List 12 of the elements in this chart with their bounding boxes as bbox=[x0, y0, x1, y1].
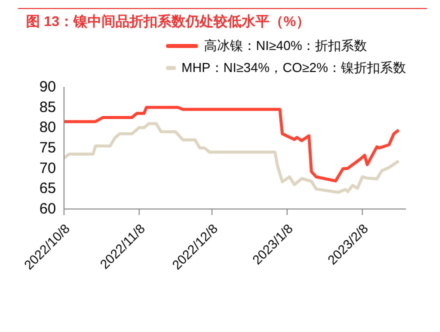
chart-title: 图 13：镍中间品折扣系数仍处较低水平（%） bbox=[25, 12, 311, 31]
legend-label: MHP：NI≥34%，CO≥2%：镍折扣系数 bbox=[182, 59, 406, 77]
y-tick-label: 90 bbox=[39, 78, 56, 96]
y-tick-label: 65 bbox=[39, 180, 56, 198]
legend-label: 高冰镍：NI≥40%：折扣系数 bbox=[204, 37, 368, 55]
y-tick-label: 75 bbox=[39, 140, 56, 156]
y-tick-label: 85 bbox=[39, 98, 56, 116]
line-series bbox=[64, 122, 400, 194]
y-tick-label: 60 bbox=[39, 200, 56, 218]
y-tick-label: 80 bbox=[39, 119, 56, 136]
line-series bbox=[64, 106, 400, 182]
y-tick-label: 70 bbox=[39, 160, 56, 177]
